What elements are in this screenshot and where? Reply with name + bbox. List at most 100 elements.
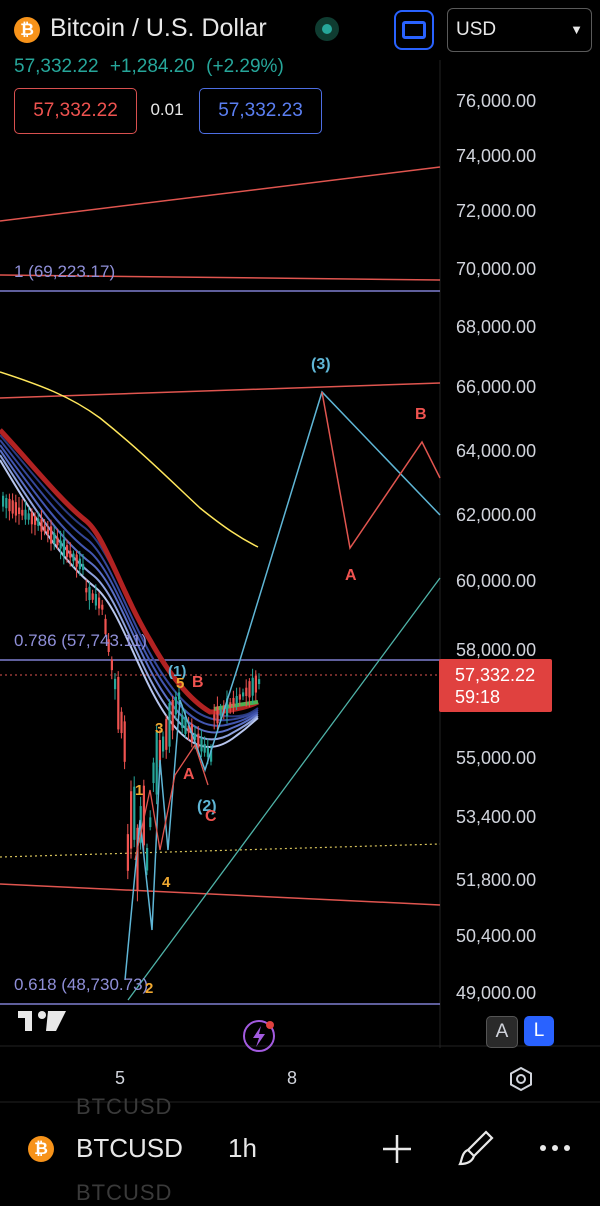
price-axis-label: 58,000.00 bbox=[456, 640, 537, 660]
candle bbox=[206, 747, 209, 757]
last-price-tag: 57,332.22 59:18 bbox=[439, 659, 552, 712]
candle bbox=[101, 604, 104, 610]
candle bbox=[37, 518, 40, 526]
candle bbox=[232, 697, 235, 707]
ema-ribbon-red bbox=[0, 428, 260, 715]
symbol-selector[interactable]: BTCUSD bbox=[76, 1133, 183, 1163]
symbol-ghost-prev: BTCUSD bbox=[76, 1094, 173, 1119]
wave-label: B bbox=[192, 674, 204, 691]
moving-average-yellow bbox=[0, 371, 259, 548]
candle bbox=[43, 525, 46, 532]
symbol-title[interactable]: Bitcoin / U.S. Dollar bbox=[50, 14, 267, 42]
fullscreen-icon[interactable] bbox=[394, 10, 434, 50]
fib-label-0618: 0.618 (48,730.73) bbox=[14, 975, 149, 994]
candle bbox=[78, 558, 81, 569]
channel-line bbox=[127, 577, 441, 1001]
candle bbox=[21, 509, 24, 516]
candle bbox=[162, 736, 165, 752]
candle bbox=[235, 696, 238, 704]
candle bbox=[75, 554, 78, 567]
candle bbox=[181, 715, 184, 728]
chevron-down-icon: ▼ bbox=[570, 22, 583, 37]
price-axis-label: 50,400.00 bbox=[456, 926, 537, 946]
candle bbox=[184, 716, 187, 734]
candle bbox=[94, 594, 97, 606]
log-scale-button[interactable]: L bbox=[524, 1016, 554, 1046]
currency-select[interactable]: USD ▼ bbox=[447, 8, 592, 52]
candle bbox=[242, 692, 245, 697]
price-chart[interactable] bbox=[0, 0, 600, 1104]
timeframe-selector[interactable]: 1h bbox=[228, 1133, 257, 1163]
buy-button[interactable]: 57,332.23 bbox=[199, 88, 322, 134]
candle bbox=[229, 702, 232, 708]
support-dotted-line bbox=[0, 843, 441, 858]
candle bbox=[197, 733, 200, 748]
trendline-upper bbox=[0, 166, 441, 222]
candle bbox=[226, 698, 229, 717]
candle bbox=[178, 692, 181, 700]
price-axis-label: 72,000.00 bbox=[456, 201, 537, 221]
spread-value: 0.01 bbox=[150, 100, 184, 119]
lightning-icon[interactable] bbox=[242, 1018, 278, 1054]
brush-icon[interactable] bbox=[458, 1128, 496, 1168]
price-axis-label: 55,000.00 bbox=[456, 748, 537, 768]
price-summary: 57,332.22 +1,284.20 (+2.29%) bbox=[14, 56, 290, 78]
wave-label: (3) bbox=[311, 356, 331, 373]
wave-label: 3 bbox=[155, 720, 164, 737]
time-axis-label: 8 bbox=[287, 1068, 298, 1088]
wave-label: B bbox=[415, 406, 427, 423]
wave-label: 4 bbox=[162, 874, 171, 891]
plus-icon[interactable] bbox=[380, 1132, 414, 1166]
candle bbox=[146, 848, 149, 871]
candle bbox=[50, 526, 53, 544]
candle bbox=[126, 834, 129, 871]
candle bbox=[120, 711, 123, 734]
candle bbox=[5, 498, 8, 509]
candle bbox=[219, 709, 222, 715]
sell-button[interactable]: 57,332.22 bbox=[14, 88, 137, 134]
wave-path-red bbox=[321, 391, 441, 550]
candle bbox=[155, 731, 158, 795]
candle bbox=[152, 762, 155, 784]
fib-label-0786: 0.786 (57,743.11) bbox=[14, 631, 147, 650]
auto-scale-button[interactable]: A bbox=[486, 1016, 518, 1048]
candles bbox=[2, 491, 261, 902]
price-axis-label: 64,000.00 bbox=[456, 441, 537, 461]
price-axis-label: 68,000.00 bbox=[456, 317, 537, 337]
candle bbox=[251, 677, 254, 696]
market-status-icon[interactable] bbox=[315, 17, 339, 41]
wave-label: 5 bbox=[176, 675, 185, 692]
wave-label: A bbox=[345, 567, 357, 584]
fib-label-1: 1 (69,223.17) bbox=[14, 262, 116, 281]
bitcoin-icon: ₿ bbox=[28, 1136, 54, 1162]
candle bbox=[168, 703, 171, 747]
settings-hex-icon[interactable] bbox=[508, 1066, 534, 1092]
candle bbox=[238, 694, 241, 700]
candle bbox=[59, 540, 62, 549]
candle bbox=[165, 718, 168, 750]
candle bbox=[11, 500, 14, 514]
bitcoin-icon: ₿ bbox=[14, 17, 40, 43]
candle bbox=[194, 733, 197, 740]
candle bbox=[245, 687, 248, 696]
candle bbox=[56, 537, 59, 546]
candle bbox=[258, 679, 261, 685]
price-axis-label: 62,000.00 bbox=[456, 505, 537, 525]
price-axis-label: 66,000.00 bbox=[456, 377, 537, 397]
candle bbox=[254, 675, 257, 693]
candle bbox=[18, 507, 21, 515]
tradingview-logo-icon[interactable] bbox=[18, 1007, 70, 1033]
symbol-ghost-next: BTCUSD bbox=[76, 1180, 173, 1205]
trendline-lower bbox=[0, 883, 441, 906]
candle bbox=[200, 737, 203, 752]
price-axis-label: 74,000.00 bbox=[456, 146, 537, 166]
candle bbox=[27, 513, 30, 520]
more-icon[interactable] bbox=[538, 1140, 572, 1156]
candle bbox=[24, 509, 27, 520]
bottom-toolbar bbox=[0, 1104, 600, 1200]
trendline-fib1 bbox=[0, 274, 441, 281]
candle bbox=[130, 791, 133, 849]
candle bbox=[187, 725, 190, 733]
candle bbox=[216, 706, 219, 724]
candle bbox=[107, 639, 110, 652]
